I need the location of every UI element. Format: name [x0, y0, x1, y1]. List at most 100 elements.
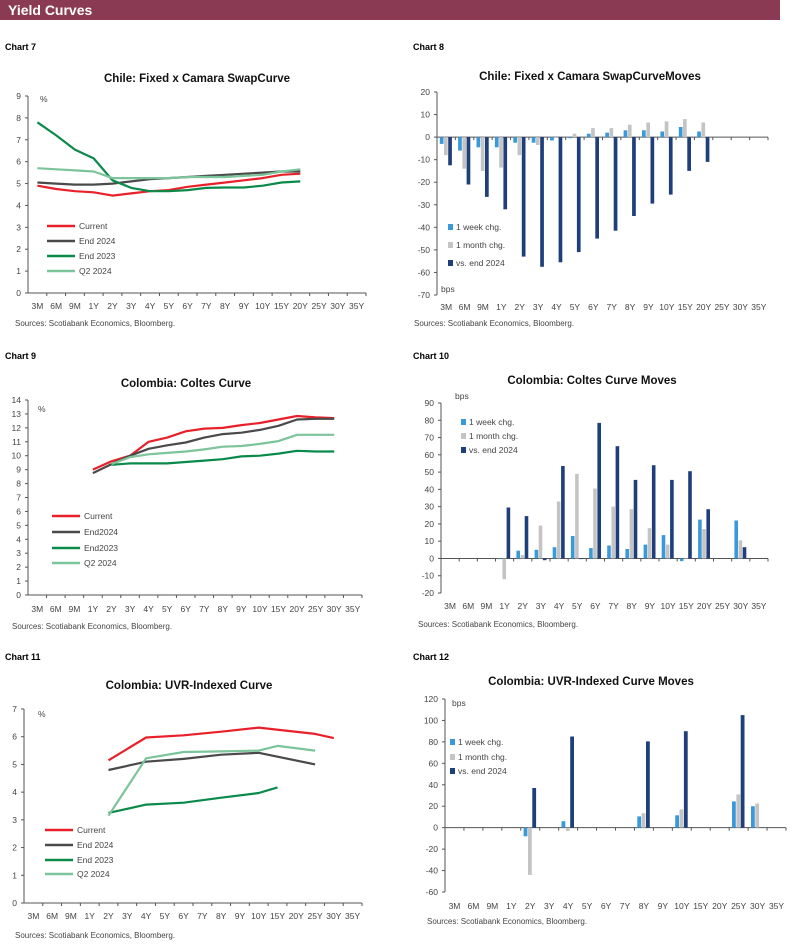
x-tick-label: 15Y [679, 601, 694, 611]
unit-label: % [38, 709, 46, 719]
bar-vsend2024 [683, 731, 688, 828]
y-tick-label: -10 [418, 155, 431, 165]
x-tick-label: 6M [459, 302, 471, 312]
x-tick-label: 20Y [712, 901, 727, 911]
x-tick-label: 25Y [311, 301, 326, 311]
series-line-end2023 [36, 121, 301, 193]
bar-1monthchg [591, 128, 595, 138]
legend-swatch [450, 754, 455, 760]
bar-vsend2024 [615, 446, 620, 559]
bar-1weekchg [679, 558, 684, 562]
legend-label: 1 month chg. [458, 752, 507, 762]
y-tick-label: 10 [12, 451, 22, 461]
bar-1weekchg [661, 535, 666, 559]
y-tick-label: -40 [426, 866, 439, 876]
x-tick-label: 9M [65, 911, 77, 921]
bar-vsend2024 [524, 516, 529, 559]
x-tick-label: 30Y [330, 301, 345, 311]
y-tick-label: 7 [16, 493, 21, 503]
x-tick-label: 20Y [289, 604, 304, 614]
x-tick-label: 8Y [639, 901, 650, 911]
y-tick-label: 11 [12, 437, 21, 447]
chart-source: Sources: Scotiabank Economics, Bloomberg… [418, 620, 578, 629]
bar-1weekchg [605, 132, 609, 138]
bar-1monthchg [444, 137, 448, 156]
y-tick-label: 20 [425, 519, 435, 529]
bar-1weekchg [675, 815, 679, 828]
x-tick-label: 6M [468, 901, 480, 911]
bar-1weekchg [531, 137, 536, 143]
bar-1monthchg [462, 137, 467, 169]
x-tick-label: 6M [50, 301, 62, 311]
x-tick-label: 20Y [293, 301, 308, 311]
x-tick-label: 9Y [236, 604, 247, 614]
legend-label: End2024 [84, 527, 118, 537]
bar-vsend2024 [506, 507, 511, 559]
bar-1weekchg [623, 130, 628, 138]
y-tick-label: 5 [16, 179, 21, 189]
legend-label: Q2 2024 [79, 266, 112, 276]
bar-1monthchg [679, 809, 684, 828]
x-tick-label: 35Y [751, 302, 766, 312]
y-tick-label: 1 [16, 266, 21, 276]
bar-1weekchg [458, 137, 462, 151]
x-tick-label: 9M [69, 301, 81, 311]
bar-1monthchg [647, 528, 652, 559]
x-tick-label: 1Y [88, 604, 99, 614]
x-tick-label: 1Y [499, 601, 510, 611]
x-tick-label: 9Y [239, 301, 250, 311]
x-tick-label: 2Y [525, 901, 536, 911]
chart-10: Chart 10 Colombia: Coltes Curve Moves So… [413, 351, 769, 629]
bar-1monthchg [517, 137, 522, 156]
legend-label: End 2024 [77, 840, 114, 850]
y-tick-label: -20 [426, 844, 439, 854]
x-tick-label: 30Y [326, 911, 341, 921]
x-tick-label: 10Y [674, 901, 689, 911]
x-tick-label: 4Y [143, 604, 154, 614]
legend-swatch [448, 224, 453, 230]
x-tick-label: 6Y [182, 301, 193, 311]
chart-label: Chart 11 [5, 652, 41, 662]
legend-label: 1 week chg. [469, 417, 514, 427]
y-tick-label: -40 [418, 222, 431, 232]
x-tick-label: 3Y [544, 901, 555, 911]
bar-1weekchg [552, 547, 557, 559]
bar-1weekchg [643, 544, 648, 559]
x-tick-label: 10Y [659, 302, 674, 312]
bar-1weekchg [513, 137, 517, 143]
chart-source: Sources: Scotiabank Economics, Bloomberg… [15, 931, 175, 940]
bar-1monthchg [572, 133, 577, 138]
chart-label: Chart 7 [5, 42, 36, 52]
unit-label: bps [452, 698, 466, 708]
x-tick-label: 25Y [731, 901, 746, 911]
legend-label: 1 month chg. [469, 431, 518, 441]
legend-label: Current [77, 825, 106, 835]
legend-label: Current [79, 221, 108, 231]
x-tick-label: 5Y [572, 601, 583, 611]
y-tick-label: 4 [16, 200, 21, 210]
x-tick-label: 9Y [658, 901, 669, 911]
bar-vsend2024 [742, 547, 747, 559]
bar-1monthchg [664, 121, 669, 138]
bar-1weekchg [523, 827, 528, 837]
bar-1weekchg [589, 548, 593, 559]
bar-vsend2024 [613, 137, 618, 231]
series-line-current [107, 726, 335, 762]
bar-1monthchg [755, 803, 760, 828]
x-tick-label: 1Y [506, 901, 517, 911]
bar-vsend2024 [646, 741, 650, 828]
legend-label: End 2024 [79, 236, 116, 246]
legend-swatch [448, 260, 453, 266]
y-tick-label: 10 [425, 536, 435, 546]
x-tick-label: 8Y [627, 601, 638, 611]
bar-1weekchg [642, 130, 646, 138]
series-line-q22024 [107, 744, 316, 817]
bar-vsend2024 [570, 736, 574, 828]
x-tick-label: 4Y [141, 911, 152, 921]
x-tick-label: 30Y [733, 302, 748, 312]
bar-1monthchg [565, 827, 570, 831]
legend-label: Q2 2024 [84, 558, 117, 568]
x-tick-label: 10Y [661, 601, 676, 611]
x-tick-label: 7Y [197, 911, 208, 921]
y-tick-label: -20 [418, 177, 431, 187]
